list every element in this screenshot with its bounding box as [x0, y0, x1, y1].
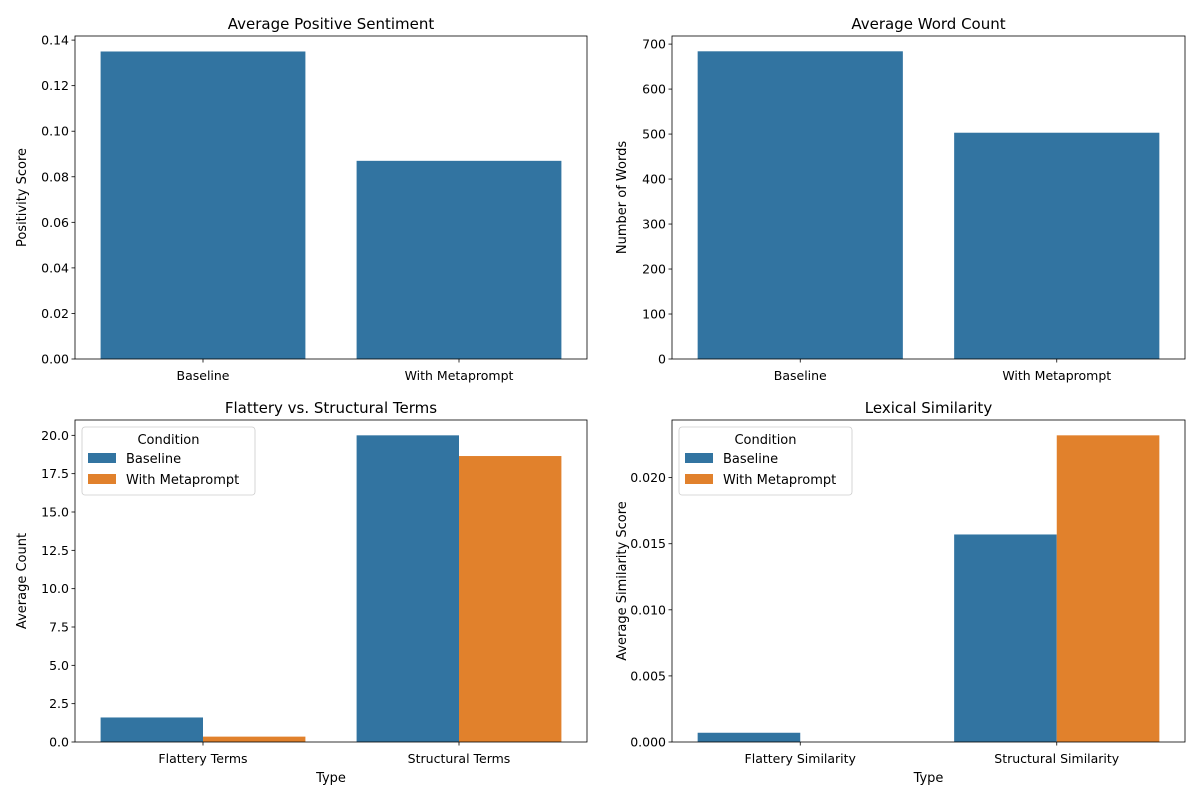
y-axis-label: Positivity Score — [15, 148, 30, 247]
y-tick-label: 2.5 — [49, 696, 69, 711]
legend-swatch — [685, 453, 713, 463]
y-tick-label: 0.00 — [41, 352, 69, 367]
x-ticks: Baseline With Metaprompt — [177, 359, 514, 383]
chart-title: Lexical Similarity — [865, 399, 993, 417]
x-ticks: Flattery Terms Structural Terms — [158, 742, 510, 766]
legend-label-baseline: Baseline — [126, 452, 181, 467]
chart-title: Flattery vs. Structural Terms — [225, 399, 437, 417]
y-tick-label: 20.0 — [41, 428, 69, 443]
y-axis-label: Average Count — [15, 533, 30, 629]
bar — [459, 456, 562, 742]
y-tick-label: 100 — [642, 307, 666, 322]
y-tick-label: 0.08 — [41, 169, 69, 184]
bar — [100, 717, 203, 742]
x-tick-label: Baseline — [177, 368, 230, 383]
bars — [100, 435, 562, 742]
bar — [697, 51, 903, 360]
legend-title: Condition — [137, 433, 199, 448]
chart-flattery-vs-structural-terms: Flattery vs. Structural Terms Average Co… — [15, 399, 588, 786]
bar — [697, 732, 801, 742]
x-tick-label: Flattery Similarity — [745, 751, 857, 766]
y-ticks: 0.00 0.02 0.04 0.06 0.08 0.10 0.12 0.14 — [41, 33, 75, 367]
bar — [356, 160, 562, 359]
legend-label-baseline: Baseline — [723, 452, 778, 467]
axes-frame — [671, 419, 1186, 743]
y-axis-label: Average Similarity Score — [615, 501, 630, 661]
x-tick-label: Structural Terms — [408, 751, 511, 766]
y-ticks: 0.0 2.5 5.0 7.5 10.0 12.5 15.0 17.5 20.0 — [41, 428, 75, 750]
y-tick-label: 700 — [642, 37, 666, 52]
bar — [356, 435, 459, 742]
legend-swatch — [88, 453, 116, 463]
chart-title: Average Positive Sentiment — [228, 15, 435, 33]
bar — [954, 534, 1057, 742]
y-tick-label: 0.000 — [630, 735, 666, 750]
x-ticks: Baseline With Metaprompt — [774, 359, 1111, 383]
x-tick-label: With Metaprompt — [1002, 368, 1111, 383]
chart-average-positive-sentiment: Average Positive Sentiment Positivity Sc… — [15, 15, 588, 383]
y-tick-label: 0.020 — [630, 470, 666, 485]
legend-swatch — [685, 474, 713, 484]
y-tick-label: 300 — [642, 217, 666, 232]
axes-frame — [671, 35, 1186, 360]
y-tick-label: 17.5 — [41, 466, 69, 481]
y-ticks: 0.000 0.005 0.010 0.015 0.020 — [630, 470, 672, 750]
y-tick-label: 200 — [642, 262, 666, 277]
legend-box — [678, 426, 853, 496]
y-tick-label: 7.5 — [49, 620, 69, 635]
legend-label-metaprompt: With Metaprompt — [126, 473, 239, 488]
x-tick-label: Baseline — [774, 368, 827, 383]
bar — [203, 736, 306, 742]
x-axis-label: Type — [315, 771, 346, 786]
bar — [954, 132, 1160, 359]
y-tick-label: 10.0 — [41, 581, 69, 596]
y-tick-label: 0.015 — [630, 536, 666, 551]
y-tick-label: 600 — [642, 82, 666, 97]
x-tick-label: With Metaprompt — [405, 368, 514, 383]
y-tick-label: 0 — [658, 352, 666, 367]
legend-box — [81, 426, 256, 496]
bars — [697, 435, 1160, 742]
bars — [697, 51, 1160, 360]
y-tick-label: 15.0 — [41, 505, 69, 520]
y-axis-label: Number of Words — [615, 141, 630, 254]
y-ticks: 0 100 200 300 400 500 600 700 — [642, 37, 672, 367]
legend-label-metaprompt: With Metaprompt — [723, 473, 836, 488]
axes-frame — [74, 35, 588, 360]
axes-frame — [74, 419, 588, 743]
y-tick-label: 0.005 — [630, 668, 666, 683]
bar — [1056, 435, 1160, 742]
y-tick-label: 5.0 — [49, 658, 69, 673]
bars — [100, 51, 562, 360]
x-ticks: Flattery Similarity Structural Similarity — [745, 742, 1120, 766]
chart-title: Average Word Count — [851, 15, 1005, 33]
bar — [100, 51, 306, 360]
legend-title: Condition — [734, 433, 796, 448]
y-tick-label: 0.02 — [41, 306, 69, 321]
y-tick-label: 500 — [642, 127, 666, 142]
x-axis-label: Type — [913, 771, 944, 786]
y-tick-label: 400 — [642, 172, 666, 187]
y-tick-label: 0.12 — [41, 78, 69, 93]
y-tick-label: 0.010 — [630, 602, 666, 617]
y-tick-label: 0.10 — [41, 124, 69, 139]
y-tick-label: 12.5 — [41, 543, 69, 558]
x-tick-label: Flattery Terms — [158, 751, 247, 766]
legend-swatch — [88, 474, 116, 484]
y-tick-label: 0.14 — [41, 33, 69, 48]
y-tick-label: 0.06 — [41, 215, 69, 230]
chart-lexical-similarity: Lexical Similarity Average Similarity Sc… — [615, 399, 1186, 786]
x-tick-label: Structural Similarity — [994, 751, 1120, 766]
y-tick-label: 0.0 — [49, 735, 69, 750]
chart-average-word-count: Average Word Count Number of Words 0 100 2… — [615, 15, 1186, 383]
y-tick-label: 0.04 — [41, 260, 69, 275]
